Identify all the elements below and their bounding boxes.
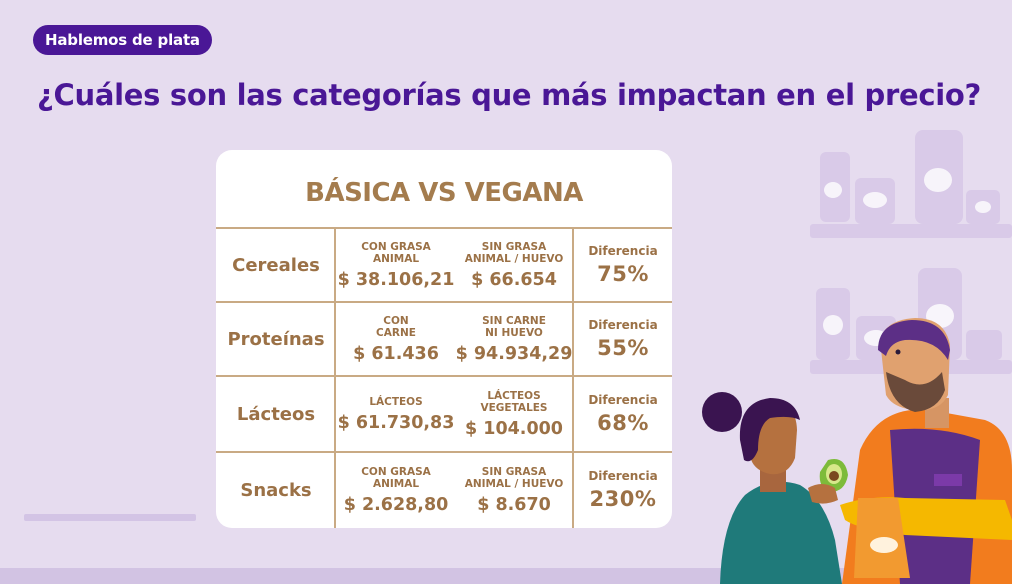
basic-label: CON CARNE bbox=[376, 314, 416, 339]
difference-cell: Diferencia 68% bbox=[574, 377, 672, 451]
difference-value: 55% bbox=[597, 336, 649, 360]
basic-label: LÁCTEOS bbox=[369, 395, 423, 408]
difference-label: Diferencia bbox=[588, 244, 658, 258]
difference-cell: Diferencia 55% bbox=[574, 302, 672, 376]
page-title: ¿Cuáles son las categorías que más impac… bbox=[37, 78, 982, 112]
basic-cell: CON GRASA ANIMAL $ 2.628,80 bbox=[336, 453, 456, 527]
basic-label: CON GRASA ANIMAL bbox=[361, 465, 431, 490]
category-label: Proteínas bbox=[227, 328, 325, 350]
vegan-price: $ 8.670 bbox=[477, 494, 551, 515]
table-title: BÁSICA VS VEGANA bbox=[305, 178, 583, 208]
vegan-label: SIN GRASA ANIMAL / HUEVO bbox=[464, 240, 564, 265]
divider bbox=[572, 227, 574, 528]
vegan-cell: SIN GRASA ANIMAL / HUEVO $ 66.654 bbox=[456, 228, 572, 302]
divider bbox=[216, 375, 672, 377]
basic-cell: CON GRASA ANIMAL $ 38.106,21 bbox=[336, 228, 456, 302]
table-row: Proteínas CON CARNE $ 61.436 SIN CARNE N… bbox=[216, 302, 672, 376]
brand-badge: Hablemos de plata bbox=[33, 25, 212, 55]
basic-price: $ 38.106,21 bbox=[337, 269, 455, 290]
decorative-line bbox=[24, 514, 196, 521]
customer-icon bbox=[702, 392, 848, 584]
category-label: Cereales bbox=[232, 254, 320, 276]
basic-cell: LÁCTEOS $ 61.730,83 bbox=[336, 377, 456, 451]
vegan-price: $ 66.654 bbox=[471, 269, 557, 290]
basic-price: $ 61.436 bbox=[353, 343, 439, 364]
divider bbox=[334, 227, 336, 528]
table-row: Cereales CON GRASA ANIMAL $ 38.106,21 SI… bbox=[216, 228, 672, 302]
difference-cell: Diferencia 230% bbox=[574, 453, 672, 527]
category-label: Snacks bbox=[240, 479, 312, 501]
basic-price: $ 61.730,83 bbox=[337, 412, 455, 433]
basic-label: CON GRASA ANIMAL bbox=[361, 240, 431, 265]
table-row: Lácteos LÁCTEOS $ 61.730,83 LÁCTEOS VEGE… bbox=[216, 377, 672, 451]
difference-cell: Diferencia 75% bbox=[574, 228, 672, 302]
divider bbox=[216, 227, 672, 229]
table-row: Snacks CON GRASA ANIMAL $ 2.628,80 SIN G… bbox=[216, 453, 672, 527]
category-label: Lácteos bbox=[236, 403, 316, 425]
difference-label: Diferencia bbox=[588, 469, 658, 483]
vegan-cell: LÁCTEOS VEGETALES $ 104.000 bbox=[456, 377, 572, 451]
difference-label: Diferencia bbox=[588, 318, 658, 332]
vegan-cell: SIN GRASA ANIMAL / HUEVO $ 8.670 bbox=[456, 453, 572, 527]
divider bbox=[216, 301, 672, 303]
difference-value: 68% bbox=[597, 411, 649, 435]
difference-label: Diferencia bbox=[588, 393, 658, 407]
vegan-price: $ 104.000 bbox=[465, 418, 563, 439]
vegan-price: $ 94.934,29 bbox=[455, 343, 573, 364]
divider bbox=[216, 451, 672, 453]
comparison-table: BÁSICA VS VEGANA Cereales CON GRASA ANIM… bbox=[216, 150, 672, 528]
difference-value: 230% bbox=[589, 487, 657, 511]
vegan-label: SIN GRASA ANIMAL / HUEVO bbox=[464, 465, 564, 490]
vegan-cell: SIN CARNE NI HUEVO $ 94.934,29 bbox=[455, 302, 573, 376]
paper-bag-icon bbox=[854, 498, 910, 578]
basic-cell: CON CARNE $ 61.436 bbox=[336, 302, 456, 376]
difference-value: 75% bbox=[597, 262, 649, 286]
vegan-label: LÁCTEOS VEGETALES bbox=[480, 389, 548, 414]
basic-price: $ 2.628,80 bbox=[343, 494, 449, 515]
vegan-label: SIN CARNE NI HUEVO bbox=[482, 314, 546, 339]
